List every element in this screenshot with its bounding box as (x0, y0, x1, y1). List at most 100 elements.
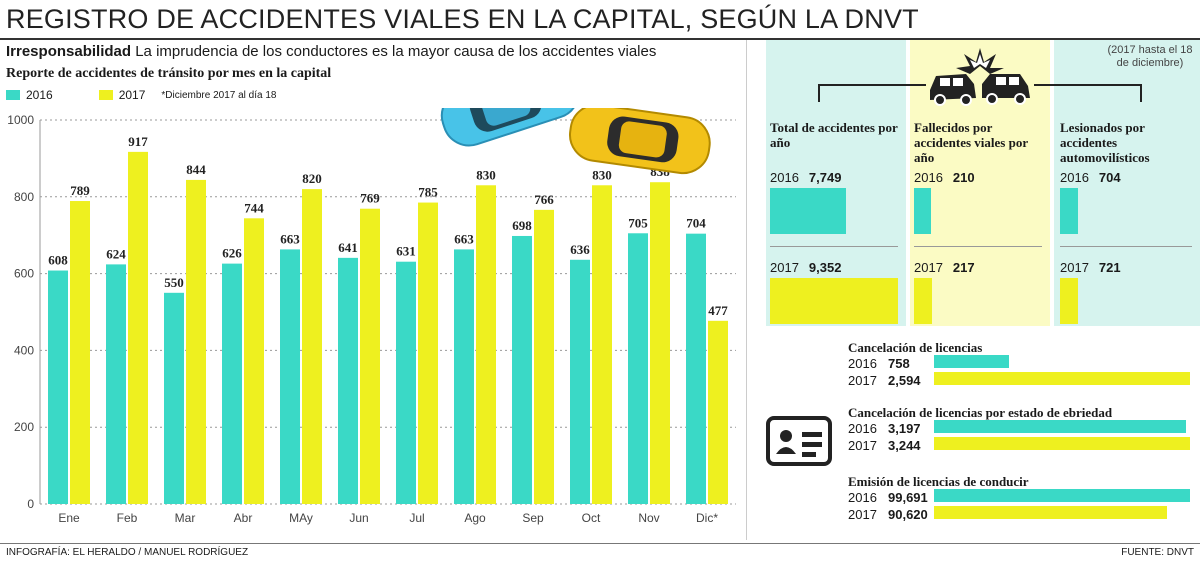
bar-2017-Jun (360, 208, 380, 504)
x-tick-label: Jun (349, 511, 368, 525)
x-tick-label: Dic* (696, 511, 718, 525)
bar-2016-Mar (164, 292, 184, 504)
data-label-2017-Feb: 917 (128, 134, 148, 149)
deaths-2017-year: 2017 (914, 260, 943, 275)
license-bar-2017 (934, 437, 1190, 450)
x-tick-label: Nov (638, 511, 659, 525)
bar-2017-Feb (128, 151, 148, 504)
license-bar-2016 (934, 355, 1009, 368)
data-label-2016-MAy: 663 (280, 231, 300, 246)
license-title: Emisión de licencias de conducir (848, 474, 1029, 489)
bar-2017-Oct (592, 185, 612, 504)
bar-2016-Dic* (686, 233, 706, 504)
license-bar-2016 (934, 420, 1187, 433)
source: FUENTE: DNVT (1121, 547, 1194, 558)
injured-panel (1054, 40, 1200, 326)
page-title: REGISTRO DE ACCIDENTES VIALES EN LA CAPI… (6, 4, 919, 34)
legend-swatch-2016 (6, 90, 20, 100)
chart-title: Reporte de accidentes de tránsito por me… (6, 66, 332, 81)
data-label-2016-Oct: 636 (570, 242, 590, 257)
license-year: 2017 (848, 507, 877, 522)
bar-2016-Abr (222, 263, 242, 504)
bar-2016-Jul (396, 261, 416, 504)
separator (770, 246, 898, 247)
deaths-2017-bar (914, 278, 932, 324)
license-row: 2016 3,197 (848, 421, 921, 436)
bar-2016-Ene (48, 270, 68, 504)
license-row: 2017 2,594 (848, 373, 921, 388)
bar-2016-MAy (280, 249, 300, 504)
bar-2016-Ago (454, 249, 474, 504)
separator (1060, 246, 1192, 247)
data-label-2017-Jul: 785 (418, 185, 438, 200)
x-tick-label: Feb (117, 511, 138, 525)
bar-2017-MAy (302, 189, 322, 504)
license-row: 2016 99,691 (848, 490, 928, 505)
data-label-2017-Mar: 844 (186, 162, 206, 177)
bar-2016-Nov (628, 233, 648, 504)
deaths-2016-value: 210 (952, 170, 975, 185)
x-tick-label: Abr (234, 511, 253, 525)
bar-2017-Jul (418, 202, 438, 504)
bar-2016-Feb (106, 264, 126, 504)
x-tick-label: Ago (464, 511, 486, 525)
license-row: 2016 758 (848, 356, 910, 371)
deaths-label: Fallecidos por accidentes viales por año (914, 120, 1028, 165)
data-label-2016-Ene: 608 (48, 253, 68, 268)
total-label: Total de accidentes por año (770, 120, 898, 150)
deaths-2016: 2016 210 (914, 170, 975, 185)
license-title: Cancelación de licencias (848, 340, 983, 355)
bar-2016-Sep (512, 235, 532, 504)
bar-2017-Ene (70, 201, 90, 505)
bar-2016-Oct (570, 259, 590, 504)
deaths-2017-value: 217 (952, 260, 975, 275)
monthly-accidents-chart: 0 200 400 600 800 1000 608 789 Ene 624 917 Feb 550 84… (7, 108, 736, 525)
injured-2017-value: 721 (1098, 260, 1121, 275)
car-crash-icon (926, 44, 1034, 106)
footer-divider (0, 543, 1200, 544)
legend-swatch-2017 (98, 90, 113, 100)
data-label-2016-Abr: 626 (222, 246, 242, 261)
data-label-2016-Sep: 698 (512, 218, 532, 233)
license-year: 2017 (848, 438, 877, 453)
x-tick-label: Ene (58, 511, 80, 525)
deaths-2016-year: 2016 (914, 170, 943, 185)
x-tick-label: MAy (289, 511, 313, 525)
chart-bars (48, 151, 728, 505)
license-bar-2016 (934, 489, 1190, 502)
bar-2017-Nov (650, 182, 670, 504)
bar-2017-Mar (186, 179, 206, 504)
total-2016-value: 7,749 (808, 170, 842, 185)
data-label-2017-MAy: 820 (302, 171, 322, 186)
bar-2016-Jun (338, 257, 358, 504)
injured-2017: 2017 721 (1060, 260, 1121, 275)
license-row: 2017 90,620 (848, 507, 928, 522)
y-tick-label: 0 (27, 497, 34, 511)
injured-2017-bar (1060, 278, 1078, 324)
injured-label: Lesionados por accidentes automovilístic… (1060, 120, 1150, 165)
range-note: (2017 hasta el 18 de diciembre) (1107, 44, 1193, 69)
y-tick-label: 200 (14, 420, 34, 434)
data-label-2016-Feb: 624 (106, 246, 126, 261)
data-label-2016-Jun: 641 (338, 240, 358, 255)
chart-labels: 0 200 400 600 800 1000 608 789 Ene 624 917 Feb 550 84… (7, 113, 728, 525)
id-card-icon (766, 416, 832, 466)
license-bar-2017 (934, 372, 1190, 385)
injured-2016-value: 704 (1098, 170, 1121, 185)
deaths-2016-bar (914, 188, 932, 234)
injured-2016: 2016 704 (1060, 170, 1121, 185)
data-label-2017-Sep: 766 (534, 192, 554, 207)
license-title: Cancelación de licencias por estado de e… (848, 405, 1113, 420)
license-value: 3,244 (888, 438, 921, 453)
x-tick-label: Jul (409, 511, 424, 525)
deaths-2017: 2017 217 (914, 260, 975, 275)
license-year: 2016 (848, 490, 877, 505)
total-2016-year: 2016 (770, 170, 799, 185)
x-tick-label: Oct (582, 511, 601, 525)
legend-label-2016: 2016 (26, 88, 53, 102)
panel-divider (746, 40, 747, 540)
injured-2016-year: 2016 (1060, 170, 1089, 185)
license-value: 3,197 (888, 421, 921, 436)
total-2017-bar (770, 278, 898, 324)
data-label-2017-Abr: 744 (244, 200, 264, 215)
